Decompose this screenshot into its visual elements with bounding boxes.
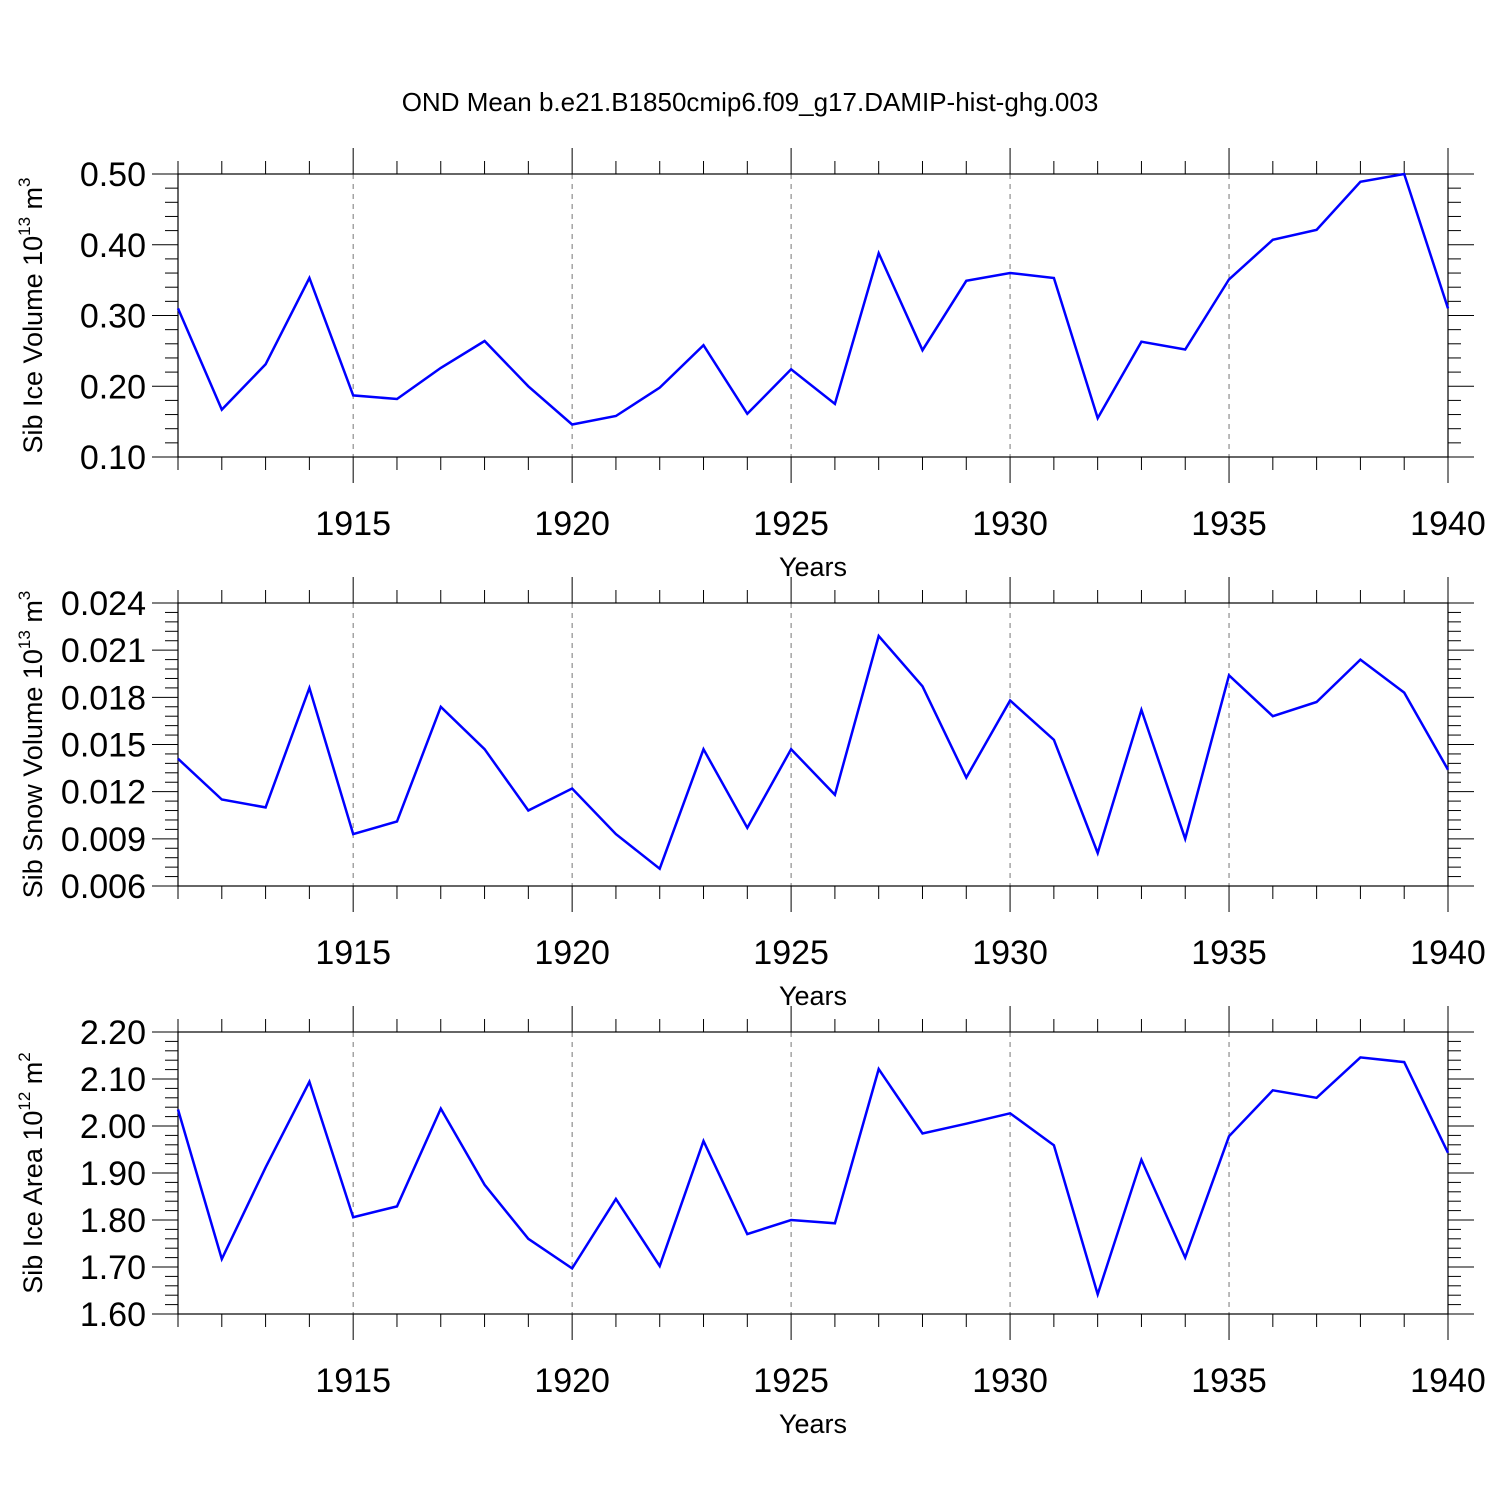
y-tick-label: 0.024 [61,585,146,623]
x-tick-label-1935: 1935 [1191,505,1267,543]
y-axis-label: Sib Ice Area 1012 m2 [15,1052,48,1294]
y-tick-label: 0.006 [61,868,146,906]
y-tick-label: 0.10 [80,439,146,477]
x-tick-label-1940: 1940 [1410,505,1486,543]
x-tick-label-1915: 1915 [315,934,391,972]
x-tick-label-1925: 1925 [753,934,829,972]
series-line [176,1056,1450,1299]
y-tick-label: 1.80 [80,1202,146,1240]
y-tick-label: 1.90 [80,1155,146,1193]
panels: 0.10 0.20 0.30 0.40 0.50 1915 1920 1925 1930 1935… [15,148,1486,1439]
y-axis-label: Sib Ice Volume 1013 m3 [15,177,48,453]
x-axis-label: Years [779,1409,847,1439]
x-axis-label: Years [779,552,847,582]
y-tick-label: 0.20 [80,368,146,406]
y-tick-label: 2.20 [80,1014,146,1052]
x-tick-label-1920: 1920 [534,505,610,543]
panel-3: 1.60 1.70 1.80 1.90 2.00 2.10 2.20 1915 1920 1925… [15,1006,1486,1439]
y-tick-label: 0.021 [61,632,146,670]
x-tick-label-1940: 1940 [1410,1362,1486,1400]
x-tick-label-1915: 1915 [315,1362,391,1400]
y-tick-label: 0.015 [61,727,146,765]
series-line [177,633,1450,871]
x-tick-label-1920: 1920 [534,934,610,972]
x-tick-label-1915: 1915 [315,505,391,543]
x-tick-label-1930: 1930 [972,1362,1048,1400]
figure-title: OND Mean b.e21.B1850cmip6.f09_g17.DAMIP-… [402,87,1099,117]
y-axis-label: Sib Snow Volume 1013 m3 [15,591,48,899]
panel-1: 0.10 0.20 0.30 0.40 0.50 1915 1920 1925 1930 1935… [15,148,1486,582]
x-tick-label-1920: 1920 [534,1362,610,1400]
y-tick-label: 1.70 [80,1249,146,1287]
y-tick-label: 0.009 [61,821,146,859]
y-tick-label: 2.10 [80,1061,146,1099]
y-tick-label: 1.60 [80,1296,146,1334]
x-tick-label-1930: 1930 [972,505,1048,543]
x-tick-label-1935: 1935 [1191,1362,1267,1400]
x-tick-label-1925: 1925 [753,505,829,543]
y-tick-label: 0.012 [61,774,146,812]
x-tick-label-1925: 1925 [753,1362,829,1400]
y-tick-label: 0.30 [80,298,146,336]
x-tick-label-1935: 1935 [1191,934,1267,972]
x-axis-label: Years [779,981,847,1011]
x-tick-label-1930: 1930 [972,934,1048,972]
y-tick-label: 2.00 [80,1108,146,1146]
series-line [176,172,1450,426]
y-tick-label: 0.50 [80,156,146,194]
x-tick-label-1940: 1940 [1410,934,1486,972]
y-tick-label: 0.018 [61,679,146,717]
panel-2: 0.006 0.009 0.012 0.015 0.018 0.021 0.024 1915 1… [15,577,1486,1011]
y-tick-label: 0.40 [80,227,146,265]
